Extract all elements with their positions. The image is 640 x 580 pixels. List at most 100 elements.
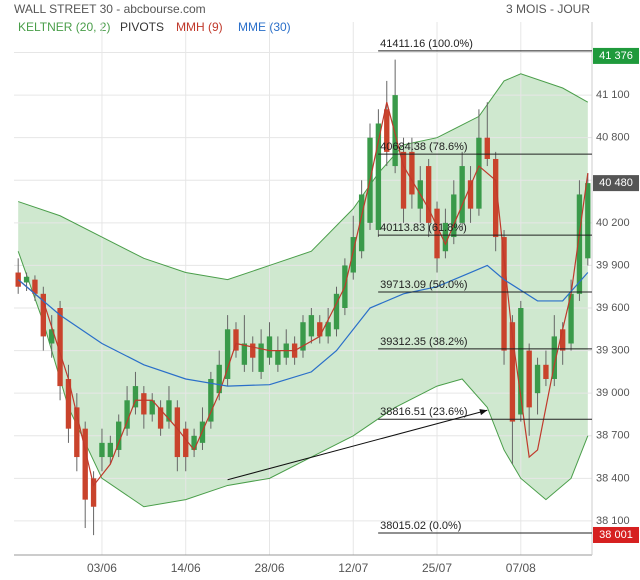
period-label: 3 MOIS - JOUR [506,2,590,16]
candle-body [116,421,122,450]
candle-body [250,343,256,358]
keltner-upper [18,73,589,281]
arrow-head [479,409,488,416]
legend-entry: MMH (9) [176,20,223,34]
y-tick-label: 41 100 [596,89,630,101]
candle-body [49,329,55,344]
candle-body [233,329,239,351]
candle-body [384,109,390,152]
candle-body [409,151,415,195]
candle-body [124,400,130,429]
candle-body [484,137,490,159]
candle-body [358,194,365,252]
y-tick-label: 38 400 [596,472,630,484]
candle-body [501,237,507,351]
price-badge [593,47,639,64]
candle-body [585,183,591,259]
y-tick-label: 39 900 [596,259,630,271]
candle-body [90,478,97,507]
candle-body [551,336,557,379]
candle-body [15,272,21,287]
candle-body [183,428,189,458]
candle-body [82,428,88,500]
candle-body [308,315,315,337]
candle-body [275,350,281,365]
candle-body [208,378,214,422]
indicator-line [17,264,589,387]
candle-body [400,151,407,209]
candle-body [333,293,340,330]
y-tick-label: 39 600 [596,302,630,314]
pivot-label: 39312.35 (38.2%) [380,336,467,348]
candle-body [459,166,465,223]
y-tick-label: 38 700 [596,430,630,442]
candle-body [107,442,114,458]
y-tick-label: 39 000 [596,387,630,399]
pivot-label: 41411.16 (100.0%) [380,38,473,50]
candle-body [350,237,356,273]
price-badge-label: 40 480 [599,177,633,189]
price-badge [593,175,639,192]
candle-body [191,435,197,450]
y-tick-label: 39 300 [596,345,630,357]
candle-body [476,137,482,209]
x-tick-label: 28/06 [254,561,284,575]
candle-body [560,329,566,351]
x-tick-label: 25/07 [422,561,452,575]
indicator-line [17,102,589,487]
candle-body [149,400,155,415]
keltner-lower [17,251,589,508]
candle-body [300,322,306,351]
x-tick-label: 14/06 [171,561,201,575]
chart-title: WALL STREET 30 - abcbourse.com [14,2,206,16]
pivot-label: 40113.83 (61.8%) [380,222,467,234]
candle-body [425,166,432,223]
candle-body [65,378,72,429]
y-tick-label: 40 800 [596,132,630,144]
candle-body [132,386,139,408]
x-tick-label: 12/07 [338,561,368,575]
candle-body [492,158,499,238]
candle-body [258,343,264,372]
candle-body [141,393,147,415]
x-tick-label: 03/06 [87,561,117,575]
candle-body [224,329,231,379]
candle-body [174,407,181,458]
candle-body [518,308,524,415]
candle-body [157,407,164,429]
candle-body [241,343,248,365]
keltner-fill [18,73,588,507]
candle-body [266,336,273,358]
candle-body [216,364,222,394]
candle-body [434,208,440,259]
candle-body [526,350,532,408]
pivot-label: 38816.51 (23.6%) [380,406,467,418]
candle-body [23,276,30,283]
price-badge-label: 41 376 [599,50,633,62]
legend-entry: KELTNER (20, 2) [18,20,110,34]
pivot-label: 39713.09 (50.0%) [380,279,467,291]
pivot-label: 40684.38 (78.6%) [380,141,467,153]
candle-body [375,123,382,230]
candle-body [392,95,398,167]
y-tick-label: 40 200 [596,217,630,229]
candle-body [317,322,323,337]
candle-body [32,279,38,294]
candle-body [74,407,80,458]
candle-body [57,308,63,387]
y-tick-label: 38 100 [596,515,630,527]
candle-body [467,180,474,209]
legend-entry: PIVOTS [120,20,164,34]
candle-body [576,194,583,294]
x-tick-label: 07/08 [506,561,536,575]
legend-entry: MME (30) [238,20,291,34]
candle-body [325,322,331,337]
price-badge [593,526,639,543]
candle-body [509,322,516,422]
candle-body [451,194,457,238]
candle-body [442,222,449,252]
candle-body [543,364,549,379]
candle-body [534,364,541,394]
candle-body [568,293,574,344]
